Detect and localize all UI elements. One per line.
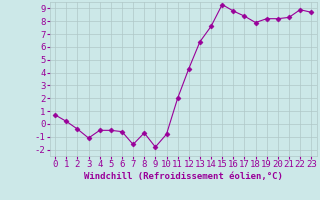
X-axis label: Windchill (Refroidissement éolien,°C): Windchill (Refroidissement éolien,°C) — [84, 172, 283, 181]
